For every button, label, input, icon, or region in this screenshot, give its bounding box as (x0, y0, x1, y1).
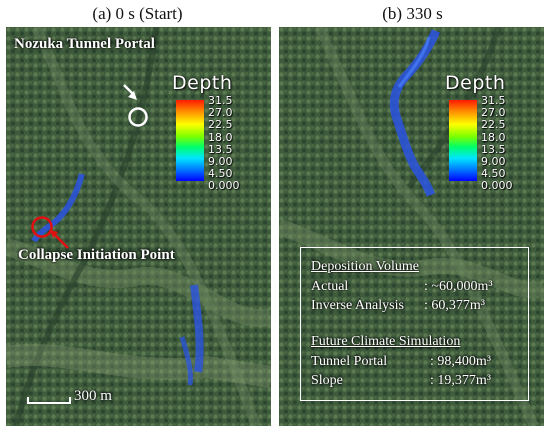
legend-tick-label: 18.0 (481, 130, 506, 144)
legend-tick-label: 22.5 (481, 118, 506, 132)
aerial-terrain-a (6, 27, 271, 426)
aerial-terrain-b (279, 27, 544, 426)
legend-tick-label: 9.00 (481, 155, 506, 168)
depth-colorbar-b (449, 100, 477, 181)
legend-tick-label: 27.0 (481, 106, 506, 120)
inverse-value: : 60,377m³ (424, 298, 485, 313)
slope-value: : 19,377m³ (430, 373, 491, 388)
deposition-heading: Deposition Volume (311, 259, 419, 274)
legend-tick-label: 31.5 (208, 94, 233, 107)
collapse-initiation-label: Collapse Initiation Point (18, 247, 175, 263)
tunnel-portal-label: Nozuka Tunnel Portal (14, 36, 155, 52)
legend-tick-label: 31.5 (481, 94, 506, 107)
panel-b-title: (b) 330 s (382, 4, 443, 23)
portal-label: Tunnel Portal (311, 354, 388, 369)
tunnel-portal-marker (128, 107, 148, 127)
volume-info-box (300, 247, 529, 401)
future-heading: Future Climate Simulation (311, 334, 461, 349)
legend-title-a: Depth (172, 72, 233, 94)
inverse-label: Inverse Analysis (311, 298, 404, 313)
depth-colorbar-a (176, 100, 204, 181)
collapse-marker (31, 216, 53, 238)
panel-a-title: (a) 0 s (Start) (92, 4, 183, 23)
legend-tick-label: 4.50 (481, 167, 506, 181)
legend-tick-label: 18.0 (208, 130, 233, 144)
actual-label: Actual (311, 279, 349, 294)
legend-tick-label: 13.5 (208, 142, 233, 156)
collapse-arrowhead (50, 230, 58, 238)
slope-label: Slope (311, 373, 343, 388)
legend-tick-label: 4.50 (208, 167, 233, 181)
actual-value: : ~60,000m³ (424, 279, 493, 294)
legend-tick-label: 13.5 (481, 142, 506, 156)
portal-value: : 98,400m³ (430, 354, 491, 369)
legend-tick-label: 27.0 (208, 106, 233, 120)
legend-tick-label: 22.5 (208, 118, 233, 132)
legend-tick-label: 9.00 (208, 155, 233, 168)
legend-tick-label: 0.000 (208, 179, 240, 193)
map-panel-b (279, 27, 544, 426)
tunnel-portal-arrowhead (128, 91, 137, 100)
legend-title-b: Depth (445, 72, 506, 94)
marker-layer-a (31, 84, 148, 249)
legend-tick-label: 0.000 (481, 179, 513, 193)
map-panel-a (6, 27, 271, 426)
collapse-arrow (52, 232, 69, 249)
scale-label: 300 m (74, 388, 112, 404)
scale-bar (27, 397, 71, 404)
